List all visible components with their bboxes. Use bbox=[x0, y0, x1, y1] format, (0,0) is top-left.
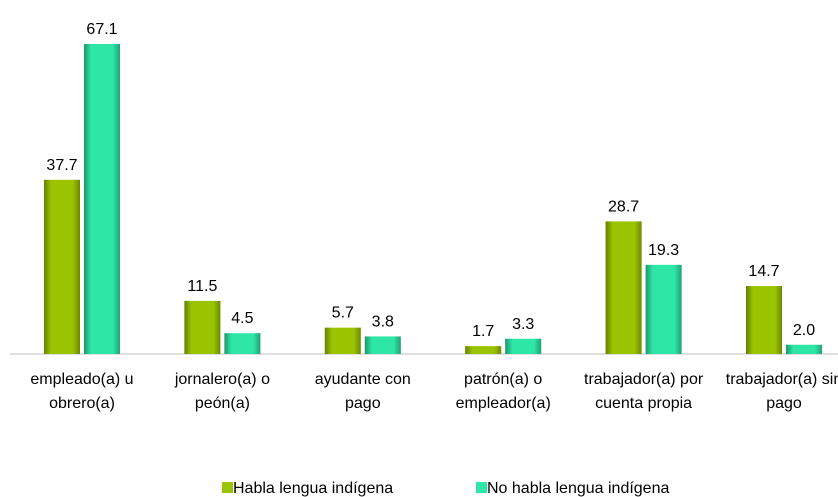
x-tick-label: trabajador(a) por cuenta propia bbox=[584, 371, 704, 412]
data-label: 11.5 bbox=[187, 278, 217, 295]
data-label: 14.7 bbox=[748, 263, 779, 280]
data-label: 2.0 bbox=[793, 322, 815, 339]
bar-shade bbox=[44, 179, 80, 354]
x-tick-label: ayudante con pago bbox=[314, 371, 411, 412]
bar-shade bbox=[364, 336, 401, 354]
x-tick-label: empleado(a) u obrero(a) bbox=[30, 371, 134, 412]
bar-shade bbox=[786, 344, 822, 354]
bar-shade bbox=[324, 327, 361, 354]
data-label: 3.8 bbox=[372, 313, 394, 330]
legend-label: Habla lengua indígena bbox=[233, 480, 393, 497]
x-tick-label: trabajador(a) sin pago bbox=[725, 371, 838, 412]
x-tick-label: jornalero(a) o peón(a) bbox=[174, 371, 270, 412]
data-label: 5.7 bbox=[332, 305, 354, 322]
data-label: 67.1 bbox=[86, 21, 117, 38]
data-label: 1.7 bbox=[472, 323, 494, 340]
bar-shade bbox=[84, 44, 120, 354]
bar-shade bbox=[746, 286, 782, 354]
data-label: 37.7 bbox=[46, 157, 77, 174]
data-label: 28.7 bbox=[608, 198, 639, 215]
bar-shade bbox=[224, 333, 261, 354]
bar-shade bbox=[184, 300, 221, 354]
data-label: 19.3 bbox=[648, 242, 679, 259]
x-tick-label: patrón(a) o empleador(a) bbox=[455, 371, 551, 412]
legend-swatch bbox=[476, 482, 487, 493]
bar-shade bbox=[605, 221, 642, 354]
bar-shade bbox=[505, 338, 542, 354]
data-label: 4.5 bbox=[231, 310, 253, 327]
data-label: 3.3 bbox=[512, 316, 534, 333]
bar-shade bbox=[465, 346, 502, 354]
bar-shade bbox=[645, 264, 682, 354]
legend-label: No habla lengua indígena bbox=[487, 480, 669, 497]
legend-swatch bbox=[222, 482, 233, 493]
